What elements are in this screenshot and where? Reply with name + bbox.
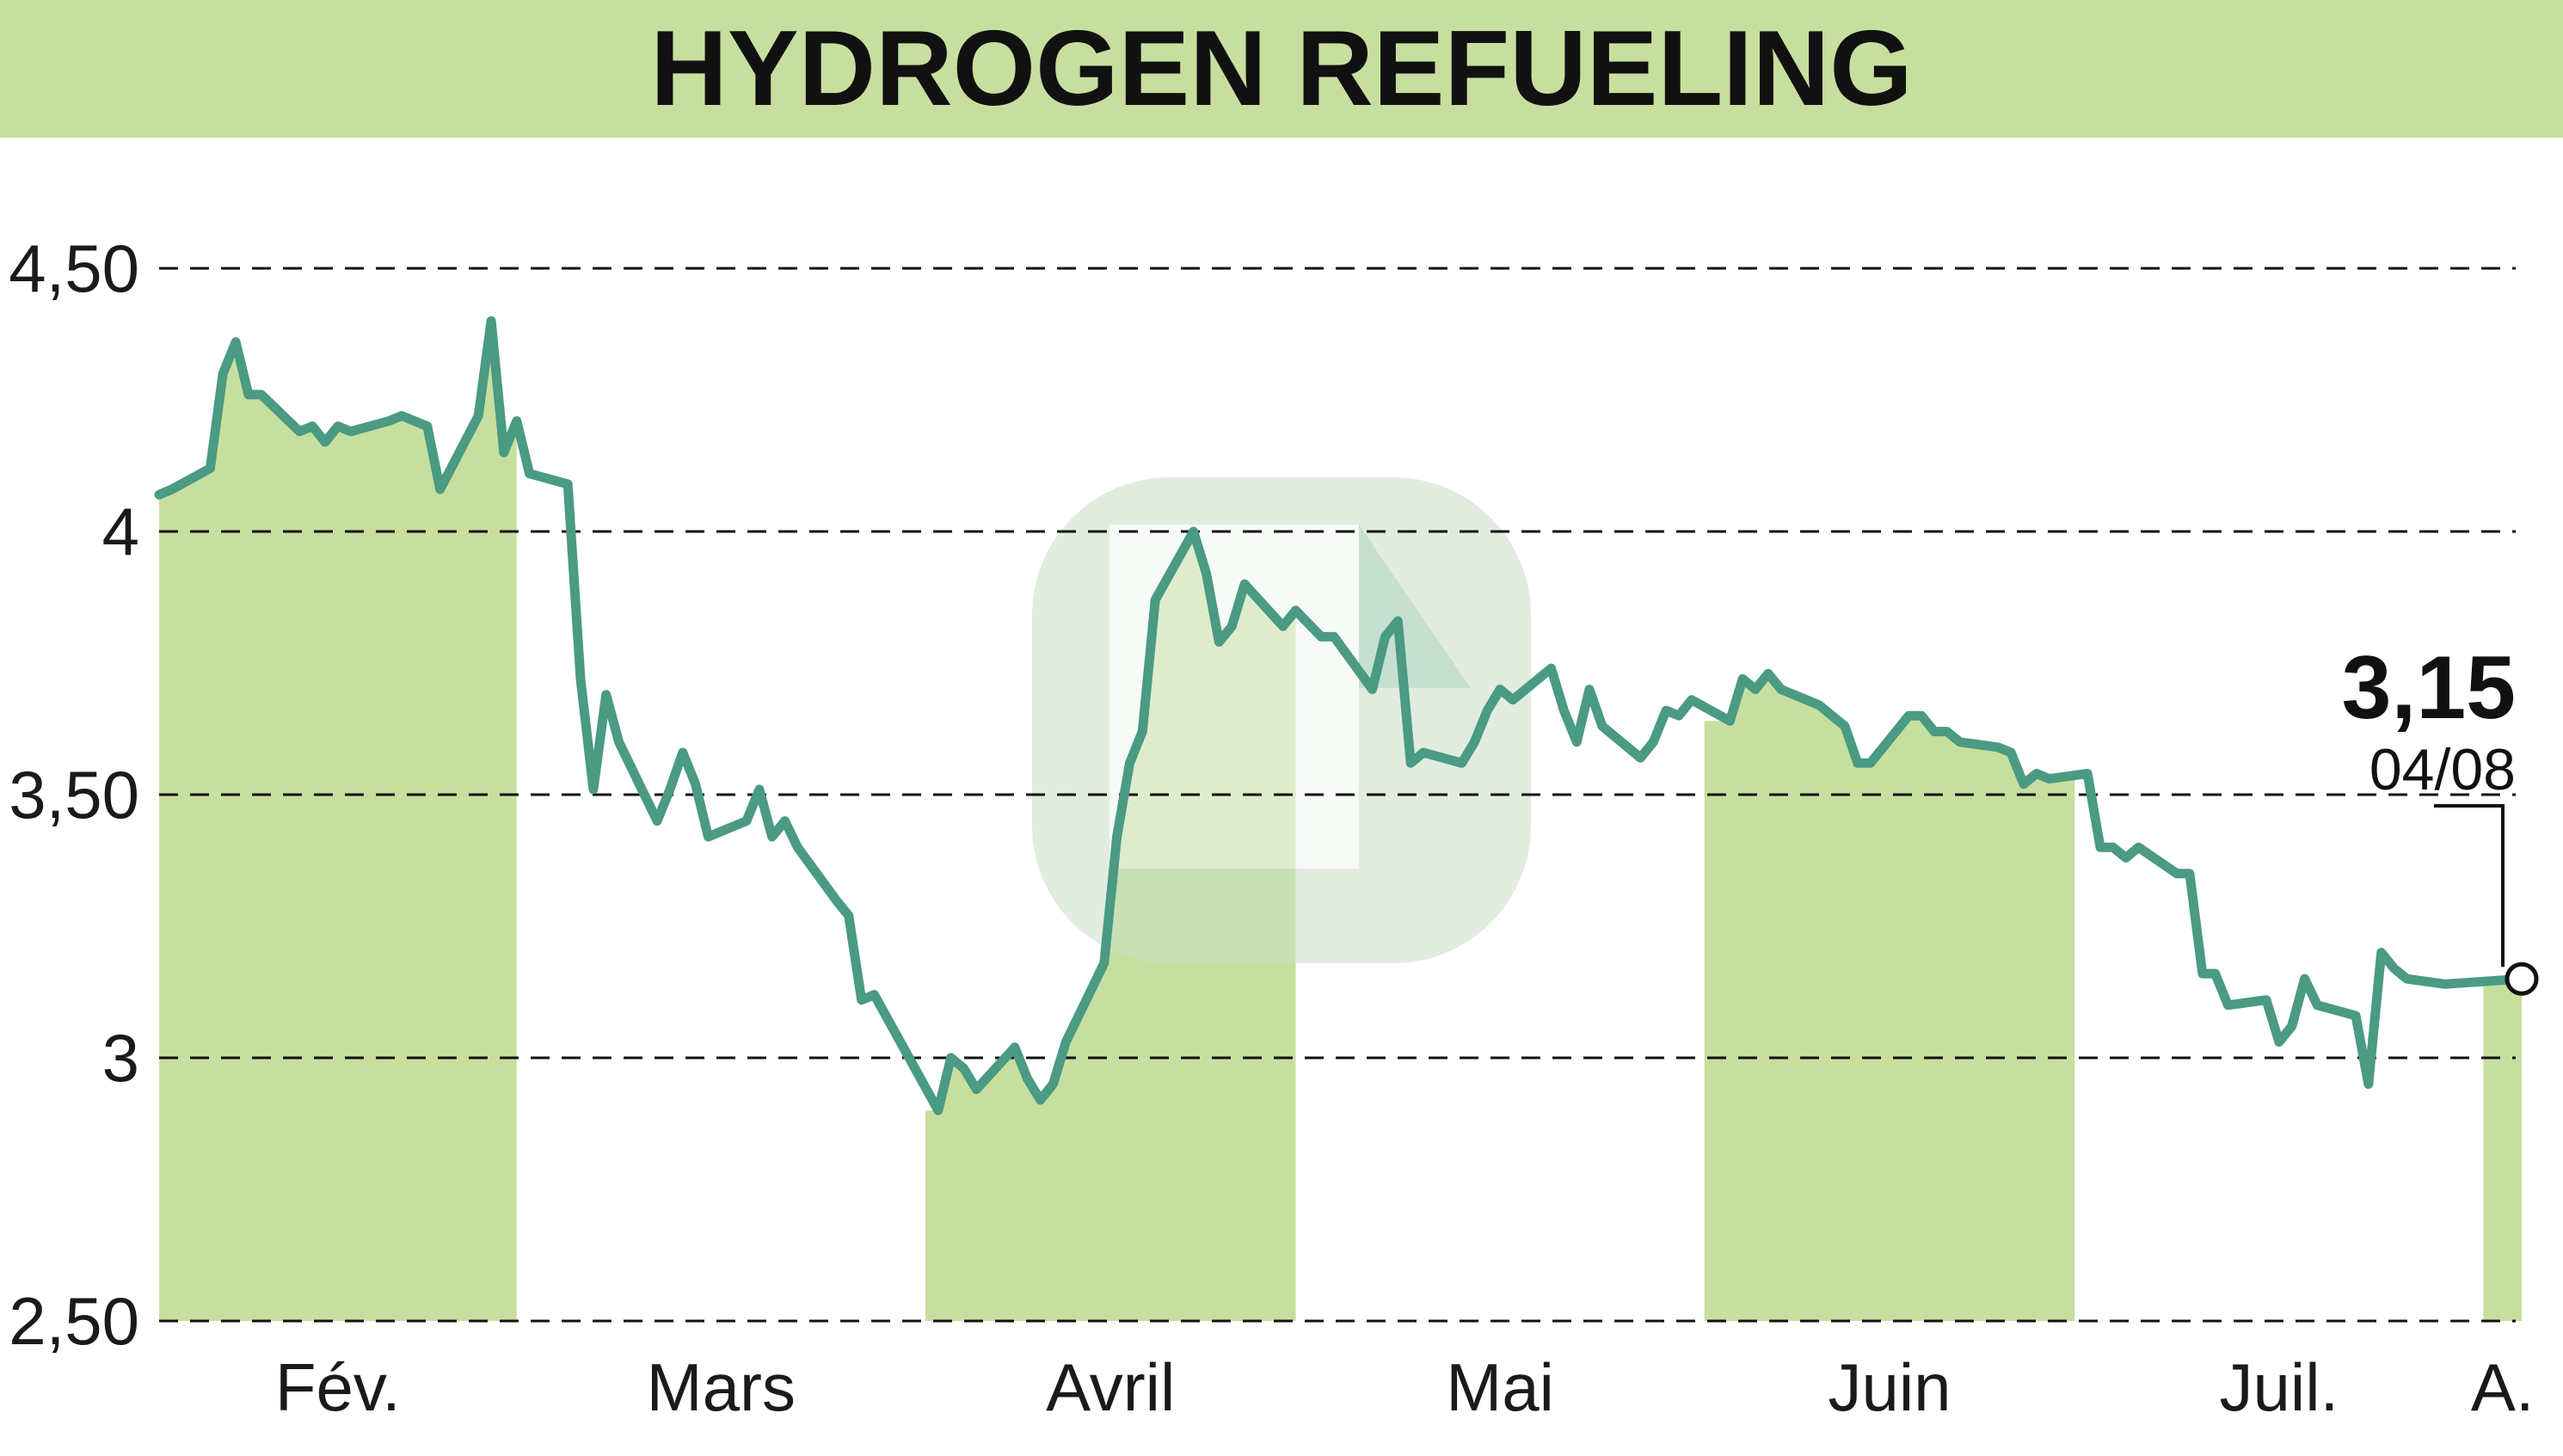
x-tick-label: Juin [1828,1349,1951,1425]
y-tick-label: 3 [102,1020,139,1096]
area-mask [2481,258,2523,980]
y-axis-labels: 4,50 4 3,50 3 2,50 [9,230,139,1359]
title-band [0,0,2563,138]
x-tick-label: Juil. [2220,1349,2339,1425]
x-tick-label: A. [2471,1349,2535,1425]
last-value-leader [2434,804,2505,968]
last-value-date: 04/08 [2369,737,2516,802]
month-shading [157,258,2523,1321]
y-tick-label: 3,50 [9,757,139,832]
area-mask [1702,258,2077,784]
x-tick-label: Mai [1446,1349,1554,1425]
gridlines [159,267,2516,1323]
x-tick-label: Fév. [275,1349,401,1425]
last-value-label: 3,15 [2342,638,2516,738]
chart-title: HYDROGEN REFUELING [650,9,1912,128]
y-tick-label: 4,50 [9,230,139,306]
x-tick-label: Avril [1046,1349,1175,1425]
x-tick-label: Mars [647,1349,796,1425]
y-tick-label: 4 [102,494,139,569]
price-line [154,316,2527,1115]
area-mask [157,258,519,495]
y-tick-label: 2,50 [9,1283,139,1359]
last-value-marker [2505,961,2539,996]
x-axis-labels: Fév. Mars Avril Mai Juin Juil. A. [275,1349,2535,1425]
